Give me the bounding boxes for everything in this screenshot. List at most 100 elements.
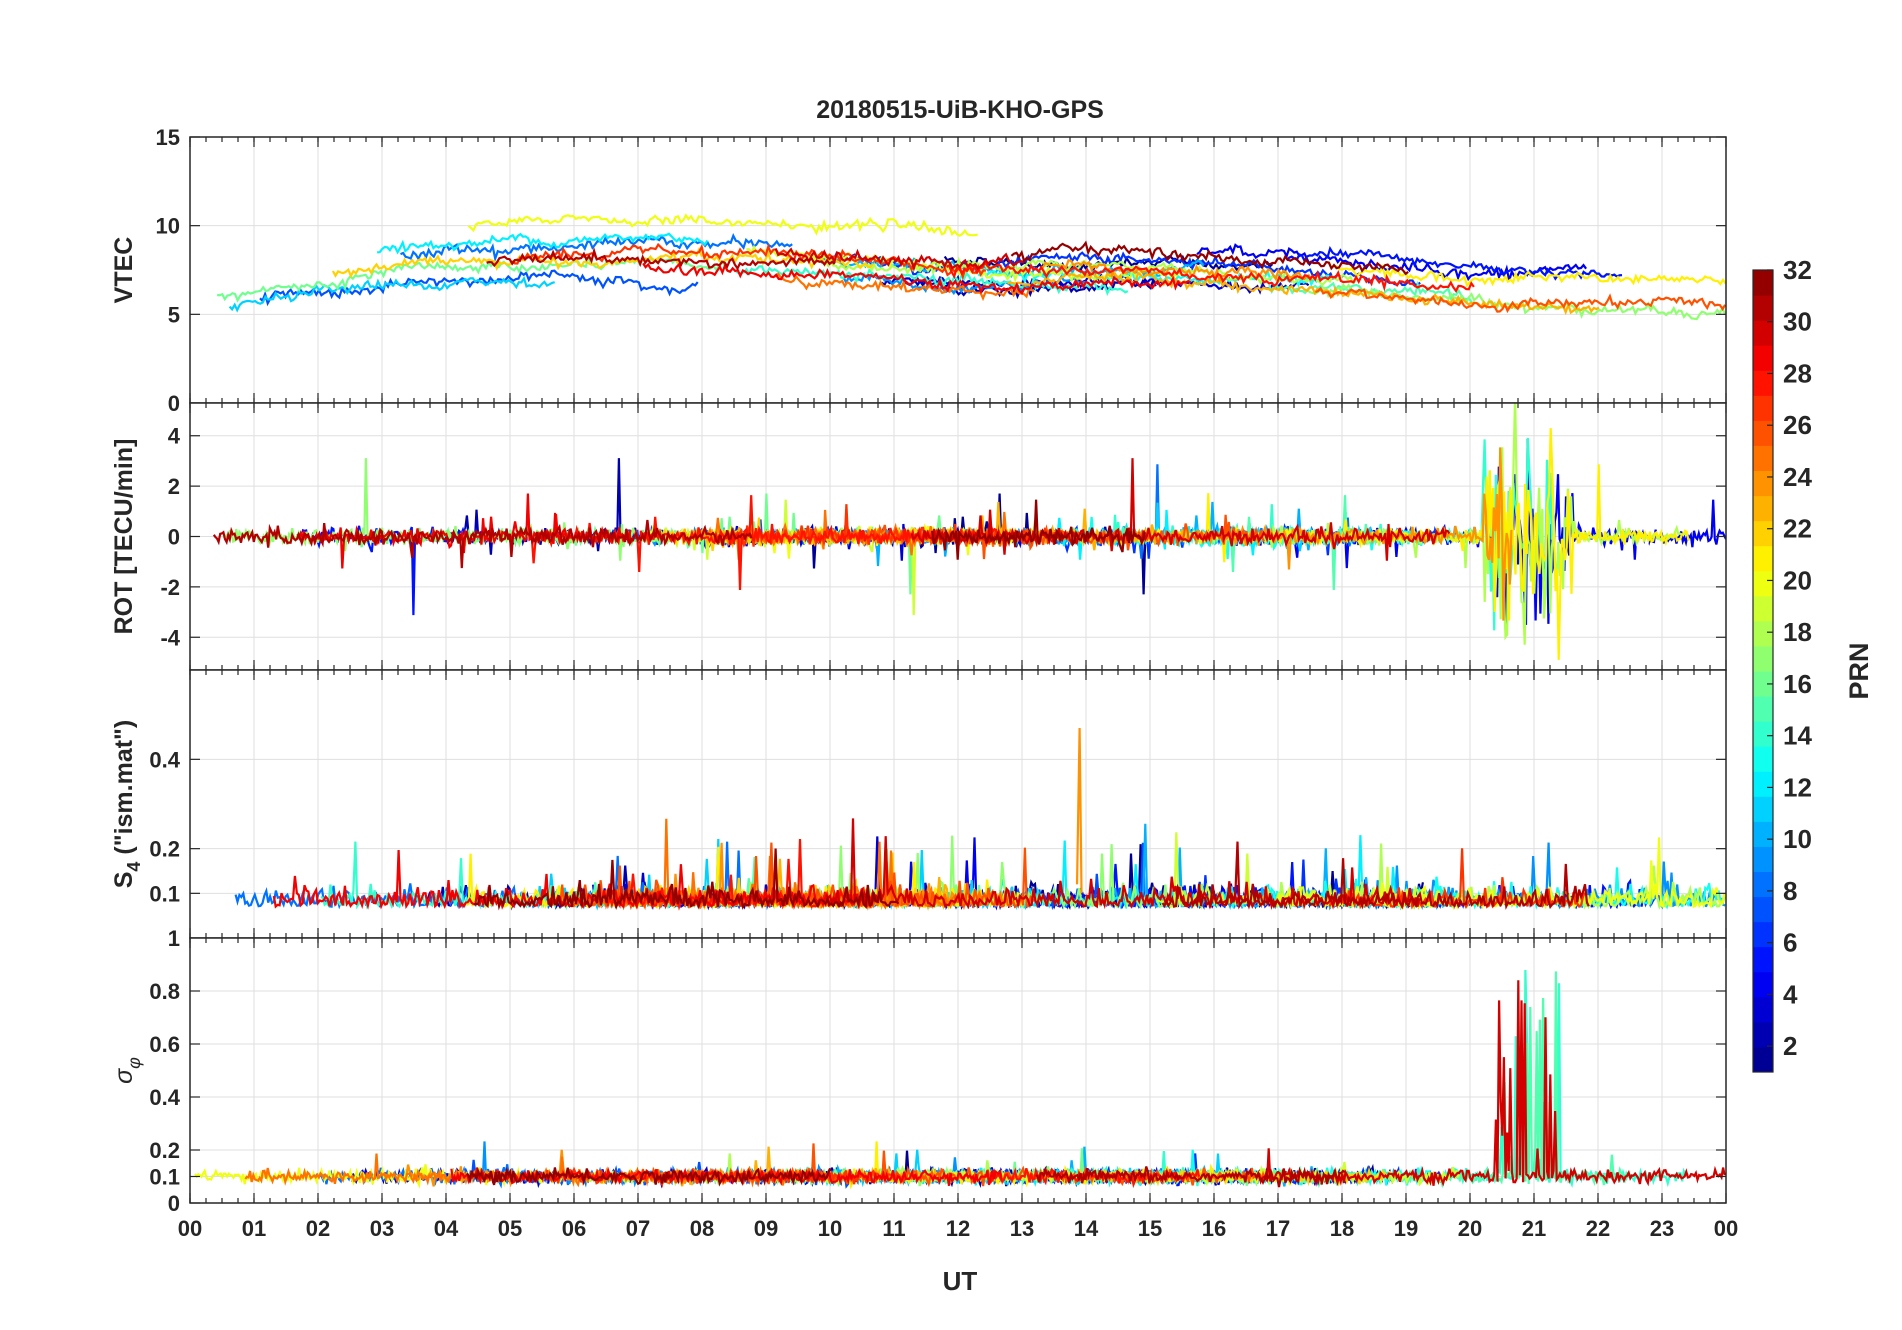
- x-tick-label: 00: [1714, 1216, 1738, 1241]
- y-tick-label: 0: [168, 1191, 180, 1216]
- series-prn-32: [473, 848, 900, 911]
- y-tick-label: -2: [160, 575, 180, 600]
- x-tick-label: 12: [946, 1216, 970, 1241]
- colorbar-swatch: [1753, 771, 1773, 797]
- colorbar-swatch: [1753, 821, 1773, 847]
- colorbar-tick-label: 18: [1783, 617, 1812, 647]
- y-tick-label: 0.4: [149, 1085, 180, 1110]
- y-label-main: σ: [110, 1068, 138, 1084]
- colorbar-swatch: [1753, 320, 1773, 346]
- y-label-sub: 4: [124, 862, 144, 872]
- series-prn-25: [774, 271, 1035, 302]
- x-axis-label: UT: [943, 1266, 978, 1296]
- y-tick-label: 0.4: [149, 747, 180, 772]
- y-tick-label: 0: [168, 525, 180, 550]
- colorbar-swatch: [1753, 570, 1773, 597]
- colorbar-swatch: [1753, 445, 1773, 471]
- colorbar-tick-label: 6: [1783, 928, 1797, 958]
- y-axis-label: σφ: [110, 1057, 144, 1084]
- x-tick-label: 07: [626, 1216, 650, 1241]
- y-tick-label: 2: [168, 474, 180, 499]
- x-tick-label: 02: [306, 1216, 330, 1241]
- x-tick-label: 19: [1394, 1216, 1418, 1241]
- colorbar-tick-label: 26: [1783, 410, 1812, 440]
- y-label-sub: φ: [124, 1057, 144, 1069]
- colorbar-swatch: [1753, 896, 1773, 923]
- x-tick-label: 04: [434, 1216, 459, 1241]
- x-tick-label: 00: [178, 1216, 202, 1241]
- x-tick-label: 08: [690, 1216, 714, 1241]
- x-tick-label: 16: [1202, 1216, 1226, 1241]
- data-lines: [194, 969, 1726, 1190]
- colorbar-swatch: [1753, 645, 1773, 672]
- colorbar-tick-label: 24: [1783, 462, 1812, 492]
- colorbar-tick-label: 32: [1783, 255, 1812, 285]
- x-tick-label: 13: [1010, 1216, 1034, 1241]
- colorbar-tick-label: 22: [1783, 514, 1812, 544]
- x-tick-label: 10: [818, 1216, 842, 1241]
- colorbar-swatch: [1753, 545, 1773, 572]
- x-axis: 00 01 02 03 04 05 06 07 08 09 10 11 12 13 14 15 16 17 18 19…: [178, 1216, 1738, 1241]
- series-prn-5: [1285, 245, 1623, 281]
- y-tick-label: 4: [168, 424, 181, 449]
- max-spike: [1075, 728, 1083, 894]
- series-prn-26: [1315, 286, 1726, 314]
- colorbar-tick-label: 20: [1783, 565, 1812, 595]
- series-prn-27: [511, 242, 986, 281]
- series-prn-12: [377, 232, 709, 255]
- x-tick-label: 14: [1074, 1216, 1099, 1241]
- series-prn-20: [467, 213, 978, 237]
- series-prn-22: [331, 247, 874, 279]
- series-prn-30: [774, 247, 1025, 272]
- x-tick-label: 22: [1586, 1216, 1610, 1241]
- y-label-rest: ("ism.mat"): [110, 720, 138, 862]
- series-prn-17: [1305, 283, 1726, 321]
- colorbar-swatch: [1753, 370, 1773, 396]
- y-tick-label: 0.2: [149, 1138, 180, 1163]
- chart-title: 20180515-UiB-KHO-GPS: [816, 96, 1104, 124]
- y-tick-label: 0.2: [149, 837, 180, 862]
- series-prn-30: [825, 818, 1421, 911]
- colorbar-swatch: [1753, 345, 1773, 371]
- x-tick-marks: [189, 670, 1727, 938]
- y-tick-label: -4: [160, 625, 180, 650]
- colorbar-swatch: [1753, 620, 1773, 647]
- series-prn-31: [1161, 841, 1590, 910]
- colorbar-frame: [1752, 269, 1774, 1073]
- y-axis-rot: -4 -2 0 2 4: [160, 424, 1726, 650]
- panel-s4: 0.10.20.4S4 ("ism.mat"): [110, 669, 1727, 939]
- colorbar-swatch: [1753, 420, 1773, 446]
- colorbar-tick-label: 10: [1783, 824, 1812, 854]
- series-prn-23: [1007, 270, 1600, 316]
- series-prn-11: [228, 275, 555, 313]
- y-tick-label: 0.8: [149, 979, 180, 1004]
- colorbar-swatch: [1753, 1046, 1773, 1073]
- data-lines: [234, 728, 1726, 911]
- x-tick-label: 06: [562, 1216, 586, 1241]
- series-prn-31: [212, 519, 753, 569]
- colorbar-swatch: [1753, 270, 1773, 296]
- series-prn-32: [931, 499, 1146, 560]
- x-tick-marks: [189, 403, 1727, 670]
- panel-rot: -4 -2 0 2 4 ROT [TECU/min]: [110, 402, 1727, 671]
- y-tick-label: 15: [156, 125, 180, 150]
- colorbar-tick-label: 28: [1783, 358, 1812, 388]
- series-prn-32: [465, 1166, 832, 1187]
- x-tick-label: 21: [1522, 1216, 1546, 1241]
- x-tick-marks: [189, 137, 1727, 403]
- y-tick-label: 0.1: [149, 1165, 180, 1190]
- y-axis-label: S4 ("ism.mat"): [110, 720, 144, 889]
- colorbar-tick-label: 8: [1783, 876, 1797, 906]
- colorbar-tick-label: 12: [1783, 772, 1812, 802]
- colorbar-swatch: [1753, 520, 1773, 547]
- series-prn-8: [400, 232, 793, 263]
- series-prn-6: [827, 251, 1421, 287]
- x-tick-label: 23: [1650, 1216, 1674, 1241]
- y-tick-label: 1: [168, 926, 180, 951]
- panel-sigma_phi: 00.10.2 0.4 0.6 0.8 1 σφ: [110, 926, 1727, 1216]
- y-label-main: S: [110, 872, 138, 889]
- colorbar-tick-label: 4: [1783, 979, 1798, 1009]
- y-tick-label: 5: [168, 302, 180, 327]
- colorbar-swatch: [1753, 746, 1773, 772]
